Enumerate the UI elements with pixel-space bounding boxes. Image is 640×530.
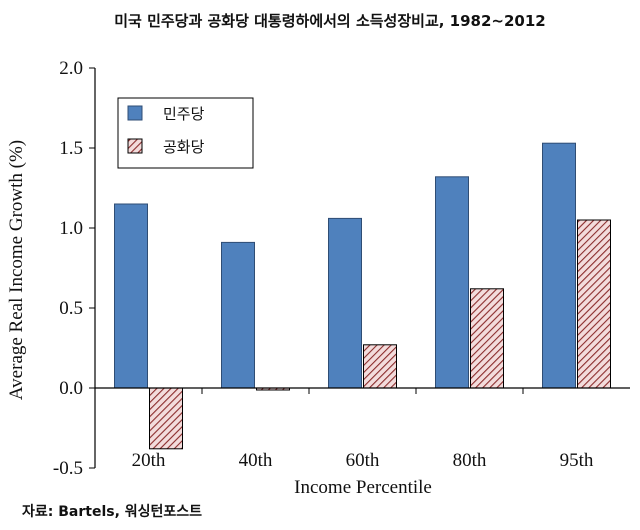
bar-republican-60th [363,344,397,389]
bar-democrat-60th [328,217,362,389]
bars-group [114,142,611,450]
chart-title: 미국 민주당과 공화당 대통령하에서의 소득성장비교, 1982~2012 [114,12,545,30]
legend-swatch-democrat [127,105,143,121]
bar-republican-20th [149,387,183,450]
legend-swatch-republican [127,138,143,154]
legend-label-republican: 공화당 [163,138,205,156]
y-tick-label: 0.0 [59,378,83,399]
x-tick-label: 40th [239,450,273,471]
x-tick-label: 80th [453,450,487,471]
bar-democrat-95th [542,142,576,389]
bar-democrat-40th [221,241,255,389]
x-tick-label: 20th [132,450,166,471]
y-tick-label: 2.0 [59,58,83,79]
x-tick-label: 60th [346,450,380,471]
legend: 민주당 공화당 [117,97,254,169]
y-tick-label: -0.5 [53,458,83,479]
y-tick-label: 1.5 [59,138,83,159]
y-axis-title: Average Real Income Growth (%) [6,140,27,400]
source-note: 자료: Bartels, 워싱턴포스트 [22,503,202,520]
bar-republican-95th [577,219,611,389]
x-axis-title: Income Percentile [294,477,432,498]
y-axis-ticks: -0.5 0.0 0.5 1.0 1.5 2.0 [53,58,95,479]
legend-label-democrat: 민주당 [163,105,205,123]
y-tick-label: 1.0 [59,218,83,239]
x-axis-ticks: 20th 40th 60th 80th 95th [132,388,594,471]
bar-democrat-20th [114,203,148,389]
x-tick-label: 95th [560,450,594,471]
bar-republican-80th [470,288,504,389]
y-tick-label: 0.5 [59,298,83,319]
bar-democrat-80th [435,176,469,389]
